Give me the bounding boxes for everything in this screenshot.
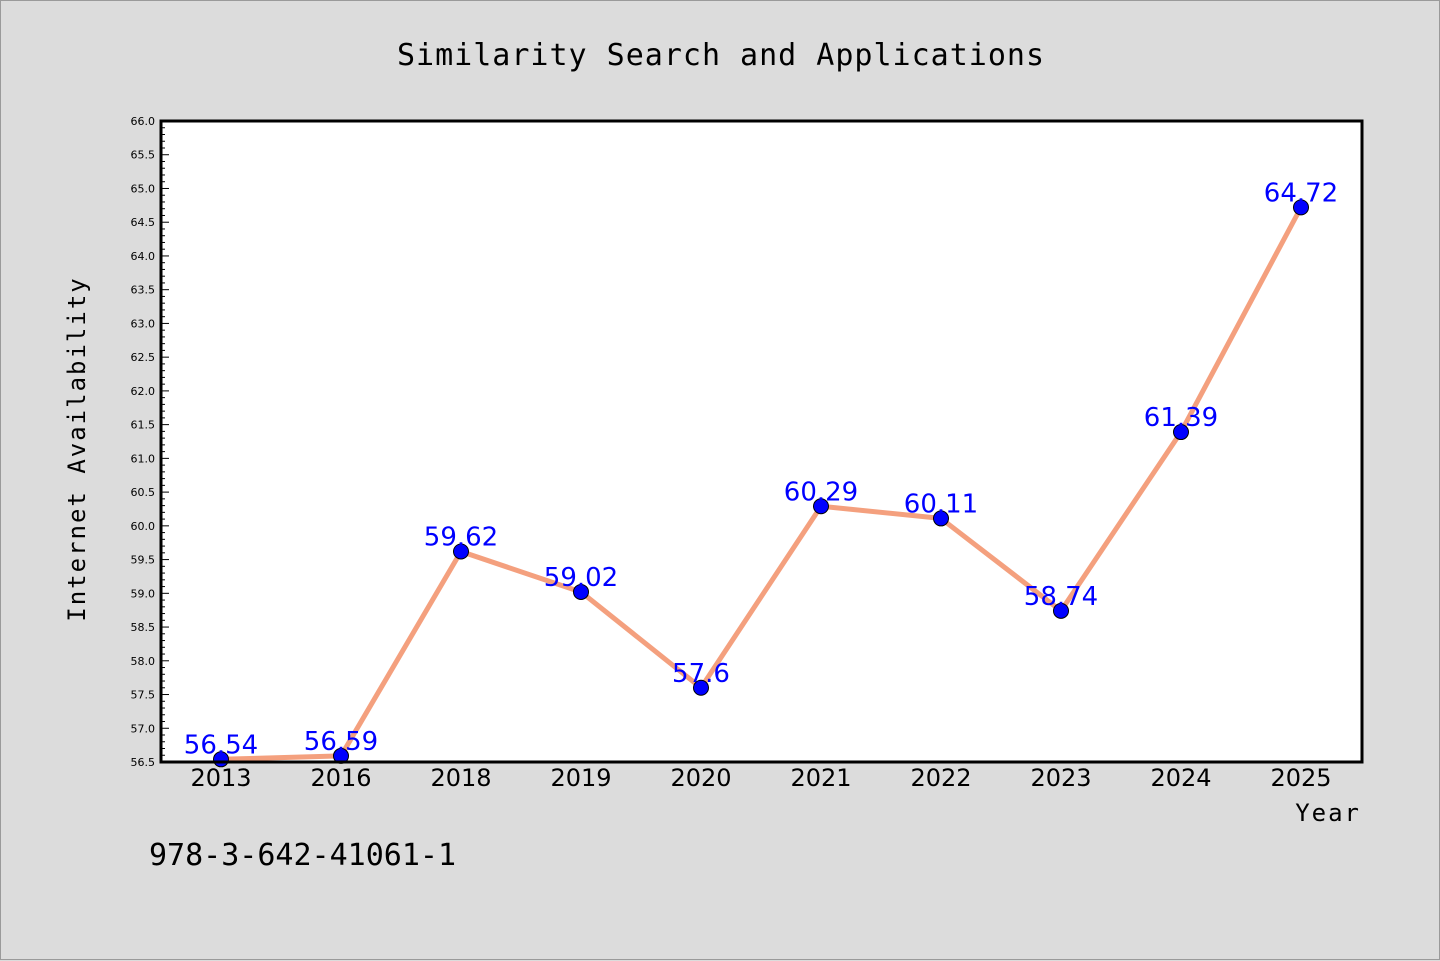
x-tick-label: 2016	[310, 764, 371, 792]
y-tick-label: 58.0	[131, 655, 156, 668]
data-label: 56.59	[304, 727, 378, 757]
data-label: 59.02	[544, 563, 618, 593]
data-label: 56.54	[184, 730, 258, 760]
y-tick-label: 58.5	[131, 621, 156, 634]
y-tick-label: 64.5	[131, 216, 156, 229]
y-tick-label: 59.0	[131, 587, 156, 600]
data-label: 58.74	[1024, 582, 1098, 612]
x-tick-label: 2019	[550, 764, 611, 792]
y-tick-label: 63.0	[131, 317, 156, 330]
y-tick-label: 61.5	[131, 419, 156, 432]
y-tick-label: 60.5	[131, 486, 156, 499]
x-tick-label: 2022	[910, 764, 971, 792]
data-label: 60.29	[784, 477, 858, 507]
data-point	[453, 543, 469, 560]
x-tick-label: 2025	[1270, 764, 1331, 792]
y-tick-label: 59.5	[131, 554, 156, 567]
y-tick-label: 56.5	[131, 756, 156, 769]
x-tick-label: 2023	[1030, 764, 1091, 792]
data-point	[693, 679, 709, 696]
data-point	[573, 583, 589, 600]
data-label: 59.62	[424, 522, 498, 552]
y-tick-label: 60.0	[131, 520, 156, 533]
data-point	[933, 510, 949, 527]
y-axis-label: Internet Availability	[63, 276, 91, 621]
x-tick-label: 2018	[430, 764, 491, 792]
data-point	[1173, 424, 1189, 441]
y-tick-label: 57.0	[131, 722, 156, 735]
data-point	[813, 498, 829, 515]
y-tick-label: 65.0	[131, 182, 156, 195]
plot-area	[161, 121, 1362, 762]
y-tick-label: 62.0	[131, 385, 156, 398]
y-tick-label: 64.0	[131, 250, 156, 263]
series-line	[218, 204, 1304, 762]
y-tick-label: 65.5	[131, 149, 156, 162]
x-axis-label: Year	[1295, 799, 1361, 827]
y-tick-label: 61.0	[131, 452, 156, 465]
x-axis: 2013 2016 2018 2019 2020 2021 2022 2023 2024 2025	[190, 764, 1331, 792]
y-tick-label: 66.0	[131, 115, 156, 128]
chart-title: Similarity Search and Applications	[397, 38, 1045, 73]
data-point	[1293, 199, 1309, 216]
y-tick-label: 62.5	[131, 351, 156, 364]
x-tick-label: 2024	[1150, 764, 1211, 792]
data-label: 61.39	[1144, 403, 1218, 433]
plot-frame	[159, 119, 1364, 764]
data-label: 64.72	[1264, 178, 1338, 208]
data-label: 60.11	[904, 489, 978, 519]
data-label: 57.6	[672, 659, 730, 689]
data-labels: 56.54 56.59 59.62 59.02 57.6 60.29 60.11 58.74 6…	[184, 178, 1338, 760]
y-tick-label: 57.5	[131, 689, 156, 702]
y-tick-label: 63.5	[131, 284, 156, 297]
x-tick-label: 2021	[790, 764, 851, 792]
x-tick-label: 2020	[670, 764, 731, 792]
isbn-text: 978-3-642-41061-1	[149, 838, 456, 873]
x-tick-label: 2013	[190, 764, 251, 792]
data-point	[1053, 602, 1069, 619]
